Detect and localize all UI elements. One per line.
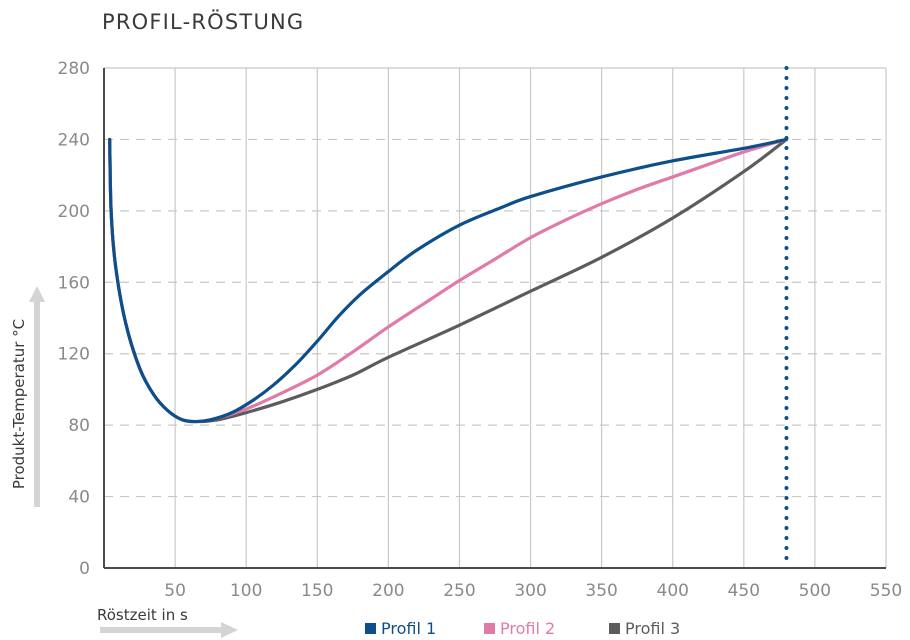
legend-label-profil-3: Profil 3: [625, 619, 680, 638]
legend-swatch-profil-2: [484, 623, 495, 634]
y-tick-label: 160: [58, 273, 90, 293]
x-tick-label: 150: [301, 581, 333, 601]
x-tick-label: 500: [799, 581, 831, 601]
x-tick-label: 300: [514, 581, 546, 601]
x-axis-title: Röstzeit in s: [97, 606, 188, 624]
chart-title: PROFIL-RÖSTUNG: [102, 10, 305, 34]
x-axis-arrow-icon: [221, 622, 238, 638]
y-tick-label: 200: [58, 202, 90, 222]
y-axis-title: Produkt-Temperatur °C: [10, 319, 28, 489]
x-tick-label: 200: [372, 581, 404, 601]
y-tick-label: 40: [68, 488, 90, 508]
legend-swatch-profil-3: [609, 623, 620, 634]
x-tick-label: 250: [443, 581, 475, 601]
x-tick-label: 550: [870, 581, 902, 601]
legend: Profil 1 Profil 2 Profil 3: [365, 619, 680, 638]
y-tick-labels: 0 40 80 120 160 200 240 280: [58, 59, 90, 579]
y-axis-arrow-icon: [29, 286, 45, 302]
x-axis-arrow-shaft: [100, 627, 222, 633]
series-line-profil-2: [108, 137, 789, 424]
y-tick-label: 280: [58, 59, 90, 79]
y-tick-label: 80: [68, 416, 90, 436]
series-line-profil-3: [108, 137, 789, 424]
y-tick-label: 120: [58, 345, 90, 365]
y-tick-label: 0: [79, 559, 90, 579]
x-tick-labels: 50 100 150 200 250 300 350 400 450 500 550: [164, 581, 902, 601]
y-tick-label: 240: [58, 130, 90, 150]
x-tick-label: 50: [164, 581, 186, 601]
series-line-profil-1: [108, 137, 789, 424]
legend-swatch-profil-1: [365, 623, 376, 634]
legend-label-profil-1: Profil 1: [381, 619, 436, 638]
x-tick-label: 400: [657, 581, 689, 601]
legend-label-profil-2: Profil 2: [500, 619, 555, 638]
x-tick-label: 350: [585, 581, 617, 601]
series-lines: [108, 137, 789, 424]
y-axis-arrow-shaft: [34, 301, 40, 507]
x-tick-label: 100: [230, 581, 262, 601]
x-tick-label: 450: [728, 581, 760, 601]
